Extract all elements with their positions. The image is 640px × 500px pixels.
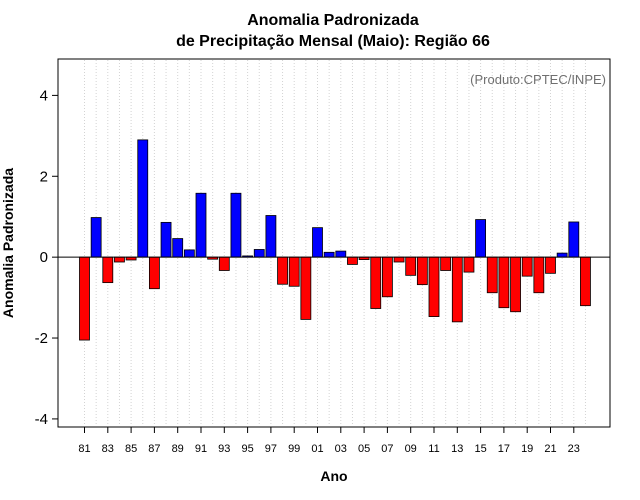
x-tick-label: 81: [78, 443, 90, 455]
bar: [475, 219, 487, 258]
x-tick-label: 99: [288, 443, 300, 455]
x-tick-label: 85: [125, 443, 137, 455]
bar: [521, 256, 533, 277]
plot-area: [57, 58, 611, 428]
bar: [370, 256, 382, 309]
bar: [568, 221, 580, 258]
x-tick-label: 19: [521, 443, 533, 455]
bar: [172, 238, 184, 258]
bar: [312, 227, 323, 258]
bar: [183, 249, 195, 258]
x-tick-label: 21: [544, 443, 556, 455]
bar: [580, 256, 591, 307]
x-tick-label: 93: [218, 443, 230, 455]
x-tick-label: 01: [311, 443, 323, 455]
bar: [510, 256, 521, 313]
bar: [160, 221, 172, 258]
chart-subtitle: de Precipitação Mensal (Maio): Região 66: [176, 33, 490, 50]
bar: [148, 256, 160, 290]
x-tick-label: 97: [265, 443, 277, 455]
bar: [533, 256, 545, 294]
bar: [463, 256, 475, 273]
x-tick-label: 15: [474, 443, 486, 455]
x-axis-title: Ano: [320, 468, 347, 484]
bar: [265, 215, 277, 258]
chart-title: Anomalia Padronizada: [247, 12, 419, 29]
bar: [195, 192, 207, 258]
bar: [440, 256, 452, 271]
x-tick-label: 07: [381, 443, 393, 455]
bar: [137, 139, 149, 258]
bar: [498, 256, 510, 309]
bar: [381, 256, 393, 298]
bar: [253, 249, 265, 258]
x-tick-label: 91: [195, 443, 207, 455]
bar: [288, 256, 300, 287]
x-tick-label: 05: [358, 443, 370, 455]
bar: [486, 256, 498, 294]
y-axis: 4 2 0 -2 -4: [35, 87, 58, 428]
x-tick-label: 17: [498, 443, 510, 455]
x-tick-label: 11: [428, 443, 439, 455]
x-tick-label: 89: [172, 443, 184, 455]
bar: [90, 217, 102, 258]
bar: [347, 256, 358, 265]
x-tick-label: 13: [451, 443, 463, 455]
x-tick-label: 83: [102, 443, 114, 455]
x-tick-label: 87: [148, 443, 160, 455]
bar: [230, 192, 242, 258]
bar: [102, 256, 114, 284]
y-axis-title: Anomalia Padronizada: [0, 168, 16, 318]
x-tick-label: 09: [405, 443, 417, 455]
x-tick-label: 03: [335, 443, 347, 455]
bar: [114, 256, 125, 263]
bar: [335, 250, 347, 258]
bar: [451, 256, 463, 323]
x-tick-label: 23: [568, 443, 580, 455]
y-tick-label: -2: [35, 330, 48, 347]
bar: [79, 256, 90, 341]
bar: [300, 256, 312, 320]
y-tick-label: 2: [40, 168, 48, 185]
y-tick-label: 0: [40, 249, 48, 266]
bars: [79, 139, 591, 341]
bar: [545, 256, 556, 274]
bar: [393, 256, 405, 263]
y-tick-label: -4: [35, 411, 48, 428]
grid: [84, 60, 586, 426]
x-tick-label: 95: [241, 443, 253, 455]
x-axis: 81 83 85 87 89 91 93 95 97 99 01 03 05 07 09 11 13 15 17 19…: [78, 427, 580, 455]
bar: [323, 251, 335, 258]
credit-label: (Produto:CPTEC/INPE): [470, 72, 606, 87]
bar: [405, 256, 417, 276]
bar: [416, 256, 428, 286]
bar: [428, 256, 440, 317]
y-tick-label: 4: [40, 87, 48, 104]
bar: [218, 256, 230, 271]
bar: [277, 256, 288, 285]
bar: [556, 252, 568, 258]
